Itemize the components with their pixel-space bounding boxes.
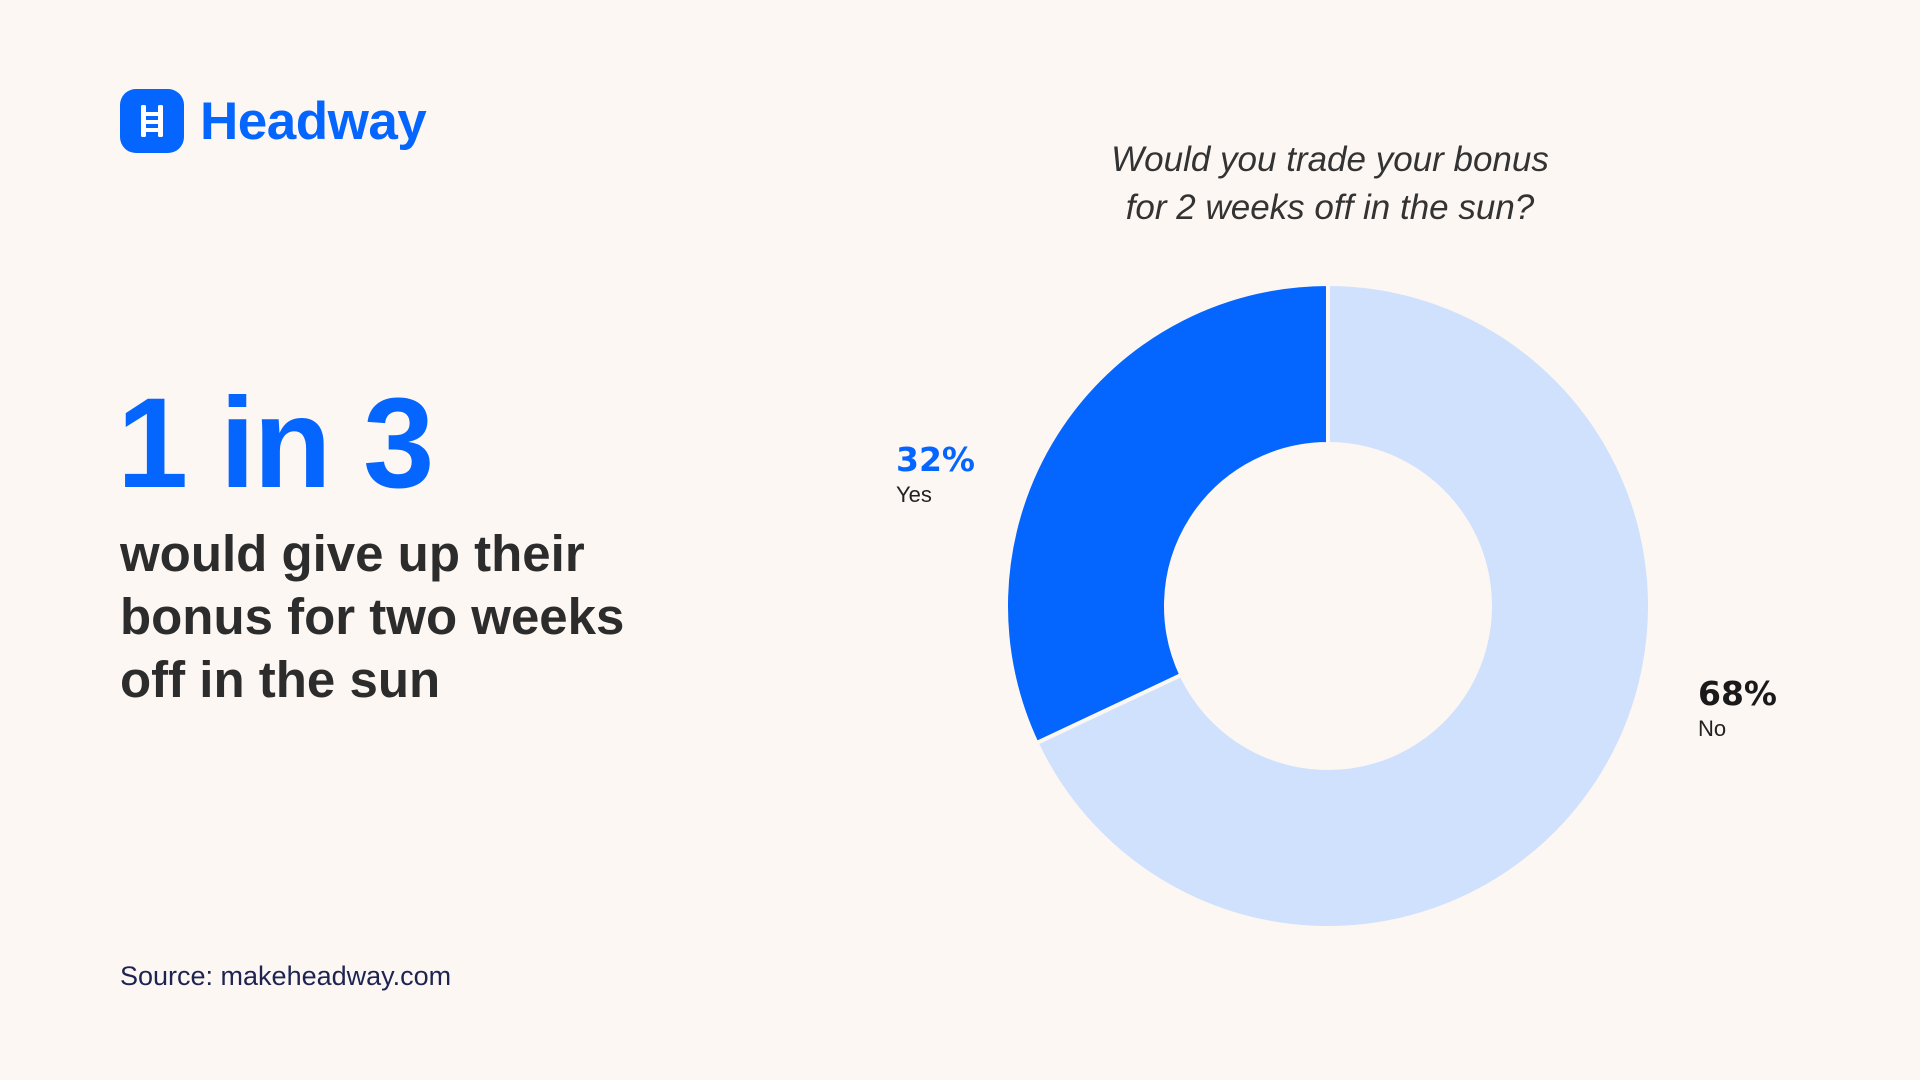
chart-title-line-1: Would you trade your bonus xyxy=(1111,140,1549,179)
slice-name-yes: Yes xyxy=(896,482,932,507)
chart-title: Would you trade your bonus for 2 weeks o… xyxy=(1020,136,1640,232)
slice-label-yes: 32% Yes xyxy=(896,440,975,510)
donut-slice-no xyxy=(1034,282,1652,930)
slice-name-no: No xyxy=(1698,716,1727,741)
brand-logo: Headway xyxy=(120,88,427,154)
source-credit: Source: makeheadway.com xyxy=(120,961,452,991)
slice-value-yes: 32% xyxy=(896,440,975,479)
brand-name: Headway xyxy=(200,91,427,151)
ladder-icon xyxy=(120,89,184,153)
chart-title-line-2: for 2 weeks off in the sun? xyxy=(1125,188,1535,227)
headline-stat: 1 in 3 xyxy=(117,372,434,515)
headline-description: would give up their bonus for two weeks … xyxy=(120,525,625,708)
slice-label-no: 68% No xyxy=(1698,674,1777,744)
slice-value-no: 68% xyxy=(1698,674,1777,713)
donut-slice-yes xyxy=(1004,282,1330,746)
